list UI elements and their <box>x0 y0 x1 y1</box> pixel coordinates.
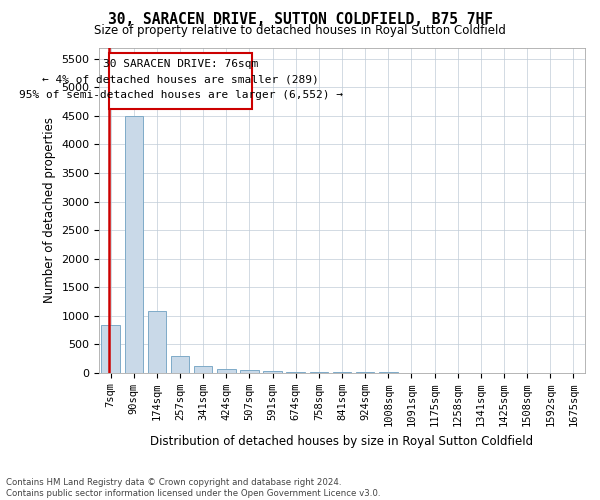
Text: ← 4% of detached houses are smaller (289): ← 4% of detached houses are smaller (289… <box>42 75 319 85</box>
Bar <box>217 368 236 372</box>
Bar <box>194 366 212 372</box>
Text: Size of property relative to detached houses in Royal Sutton Coldfield: Size of property relative to detached ho… <box>94 24 506 37</box>
Bar <box>148 311 166 372</box>
Text: 95% of semi-detached houses are larger (6,552) →: 95% of semi-detached houses are larger (… <box>19 90 343 101</box>
Bar <box>240 370 259 372</box>
X-axis label: Distribution of detached houses by size in Royal Sutton Coldfield: Distribution of detached houses by size … <box>151 434 533 448</box>
Bar <box>101 325 120 372</box>
Text: 30 SARACEN DRIVE: 76sqm: 30 SARACEN DRIVE: 76sqm <box>103 60 258 70</box>
Bar <box>171 356 190 372</box>
FancyBboxPatch shape <box>109 53 252 108</box>
Y-axis label: Number of detached properties: Number of detached properties <box>43 117 56 303</box>
Text: Contains HM Land Registry data © Crown copyright and database right 2024.
Contai: Contains HM Land Registry data © Crown c… <box>6 478 380 498</box>
Text: 30, SARACEN DRIVE, SUTTON COLDFIELD, B75 7HF: 30, SARACEN DRIVE, SUTTON COLDFIELD, B75… <box>107 12 493 28</box>
Bar <box>125 116 143 372</box>
